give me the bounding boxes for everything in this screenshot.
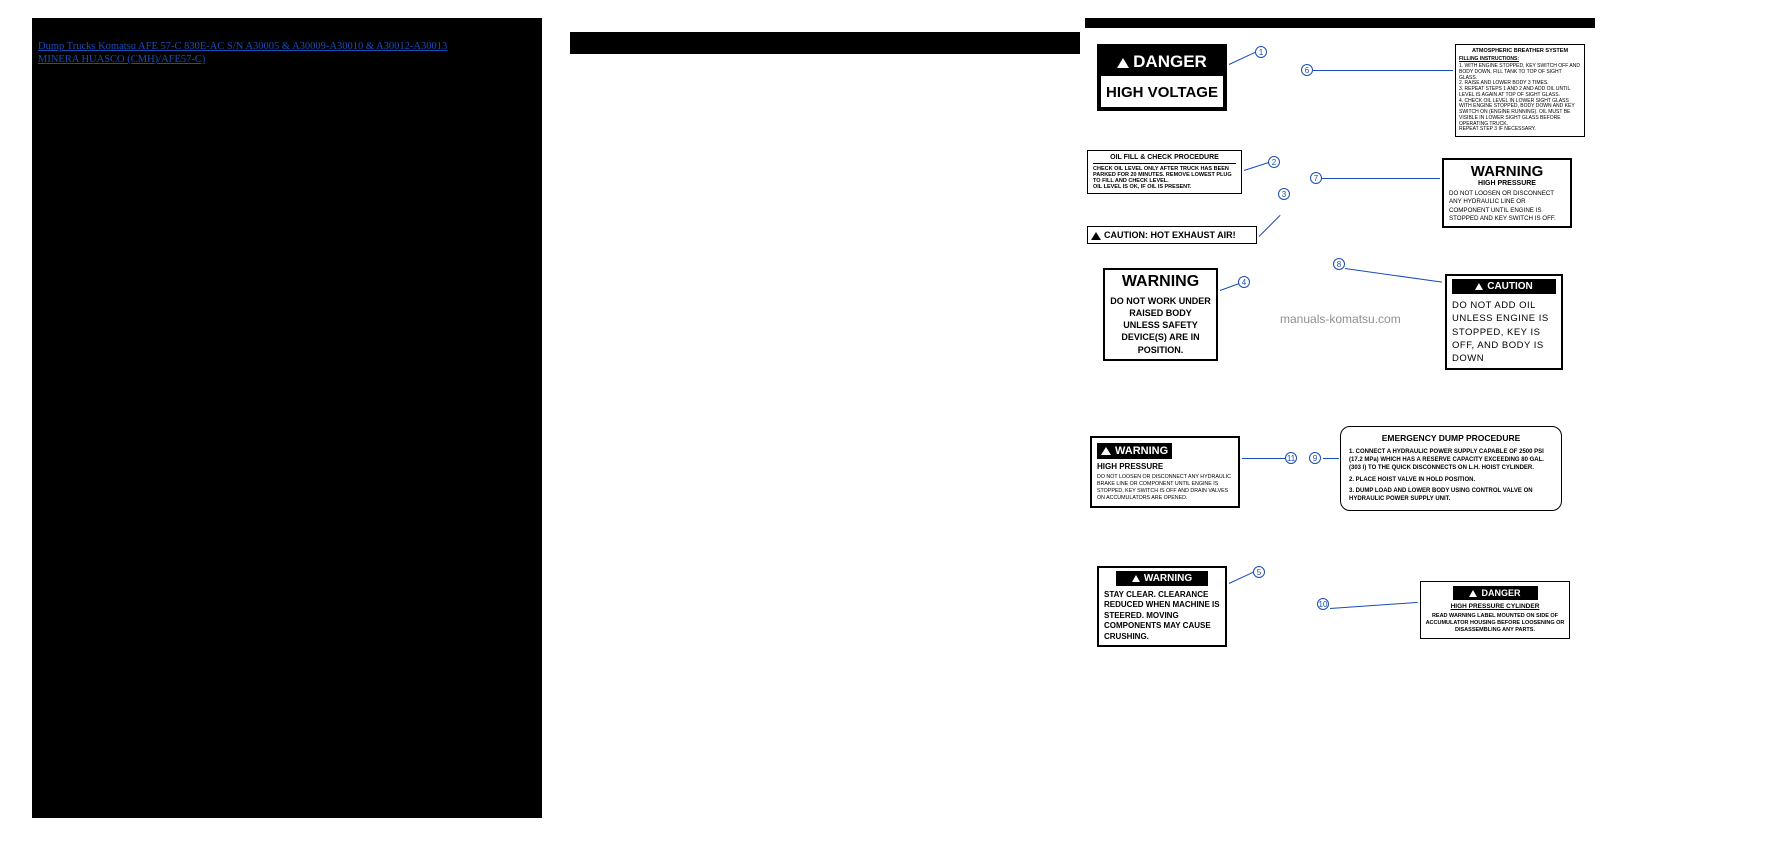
breadcrumb-link-1[interactable]: Dump Trucks Komatsu AFE 57-C 830E-AC S/N… [38, 40, 447, 53]
label-danger-high-voltage: DANGER HIGH VOLTAGE [1097, 44, 1227, 111]
warn-hp2-text: DO NOT LOOSEN OR DISCONNECT ANY HYDRAULI… [1097, 474, 1233, 503]
callout-7: 7 [1310, 172, 1322, 184]
label-warn-hp-brake: WARNING HIGH PRESSURE DO NOT LOOSEN OR D… [1090, 436, 1240, 508]
page-1: Dump Trucks Komatsu AFE 57-C 830E-AC S/N… [32, 18, 542, 818]
warn-clear-bar: WARNING [1144, 573, 1192, 584]
line-2 [1244, 161, 1271, 171]
label-emergency-dump: EMERGENCY DUMP PROCEDURE 1. CONNECT A HY… [1340, 426, 1562, 511]
caution-exhaust-text: CAUTION: HOT EXHAUST AIR! [1104, 230, 1236, 240]
label-caution-add-oil: CAUTION DO NOT ADD OIL UNLESS ENGINE IS … [1445, 274, 1563, 370]
line-6 [1313, 70, 1453, 71]
line-3 [1259, 215, 1281, 237]
danger-cyl-text: READ WARNING LABEL MOUNTED ON SIDE OF AC… [1425, 613, 1565, 634]
danger-cyl-bar: DANGER [1481, 588, 1520, 598]
page2-header-bar [570, 32, 1080, 54]
callout-2: 2 [1268, 156, 1280, 168]
warn-hp1-text: DO NOT LOOSEN OR DISCONNECT ANY HYDRAULI… [1449, 190, 1565, 223]
oil-fill-title: OIL FILL & CHECK PROCEDURE [1093, 154, 1236, 164]
label-danger-hp-cyl: DANGER HIGH PRESSURE CYLINDER READ WARNI… [1420, 581, 1570, 639]
callout-9: 9 [1309, 452, 1321, 464]
callout-8: 8 [1333, 258, 1345, 270]
label-warn-under-body: WARNING DO NOT WORK UNDER RAISED BODY UN… [1103, 268, 1218, 361]
warn-clear-text: STAY CLEAR. CLEARANCE REDUCED WHEN MACHI… [1104, 590, 1220, 642]
caution-oil-text: DO NOT ADD OIL UNLESS ENGINE IS STOPPED,… [1452, 299, 1556, 365]
callout-5: 5 [1253, 566, 1265, 578]
danger-hv-body: HIGH VOLTAGE [1101, 76, 1223, 107]
watermark-text: manuals-komatsu.com [1280, 312, 1401, 326]
breather-title: ATMOSPHERIC BREATHER SYSTEM [1459, 48, 1581, 54]
breadcrumb-link-2[interactable]: MINERA HUASCO (CMH)/AFE57-C) [38, 53, 205, 66]
callout-3: 3 [1278, 188, 1290, 200]
warn-hp2-sub: HIGH PRESSURE [1097, 462, 1233, 471]
line-7 [1322, 178, 1440, 179]
label-warn-hp-1: WARNING HIGH PRESSURE DO NOT LOOSEN OR D… [1442, 158, 1572, 228]
page-2 [570, 18, 1080, 818]
warn-hp1-sub: HIGH PRESSURE [1449, 180, 1565, 187]
oil-fill-body: CHECK OIL LEVEL ONLY AFTER TRUCK HAS BEE… [1093, 166, 1236, 190]
line-11 [1242, 458, 1286, 459]
line-5 [1229, 571, 1255, 584]
danger-hv-bar: DANGER [1101, 48, 1223, 76]
warn-hp2-bar: WARNING [1115, 445, 1168, 457]
label-oil-fill: OIL FILL & CHECK PROCEDURE CHECK OIL LEV… [1087, 150, 1242, 194]
emergency-l3: 3. DUMP LOAD AND LOWER BODY USING CONTRO… [1349, 488, 1553, 504]
page3-header-bar [1085, 18, 1595, 28]
callout-1: 1 [1255, 46, 1267, 58]
warn-hp1-bar: WARNING [1449, 163, 1565, 180]
page-3: DANGER HIGH VOLTAGE OIL FILL & CHECK PRO… [1085, 18, 1595, 818]
line體-9 [1323, 458, 1339, 459]
callout-11: 11 [1285, 452, 1297, 464]
warn-body-bar: WARNING [1110, 273, 1211, 291]
callout-10: 10 [1317, 598, 1329, 610]
label-warn-stay-clear: WARNING STAY CLEAR. CLEARANCE REDUCED WH… [1097, 566, 1227, 647]
callout-4: 4 [1238, 276, 1250, 288]
emergency-l1: 1. CONNECT A HYDRAULIC POWER SUPPLY CAPA… [1349, 449, 1553, 472]
breather-body: 1. WITH ENGINE STOPPED, KEY SWITCH OFF A… [1459, 64, 1581, 133]
emergency-title: EMERGENCY DUMP PROCEDURE [1349, 433, 1553, 443]
danger-cyl-sub: HIGH PRESSURE CYLINDER [1425, 603, 1565, 610]
line-1 [1229, 51, 1257, 65]
line-10 [1330, 602, 1418, 609]
emergency-l2: 2. PLACE HOIST VALVE IN HOLD POSITION. [1349, 477, 1553, 483]
line-8 [1345, 268, 1442, 283]
warn-body-text: DO NOT WORK UNDER RAISED BODY UNLESS SAF… [1110, 295, 1211, 356]
callout-6: 6 [1301, 64, 1313, 76]
label-caution-exhaust: CAUTION: HOT EXHAUST AIR! [1087, 226, 1257, 244]
caution-oil-bar: CAUTION [1487, 281, 1533, 292]
breather-sub: FILLING INSTRUCTIONS: [1459, 56, 1581, 62]
label-breather: ATMOSPHERIC BREATHER SYSTEM FILLING INST… [1455, 44, 1585, 137]
